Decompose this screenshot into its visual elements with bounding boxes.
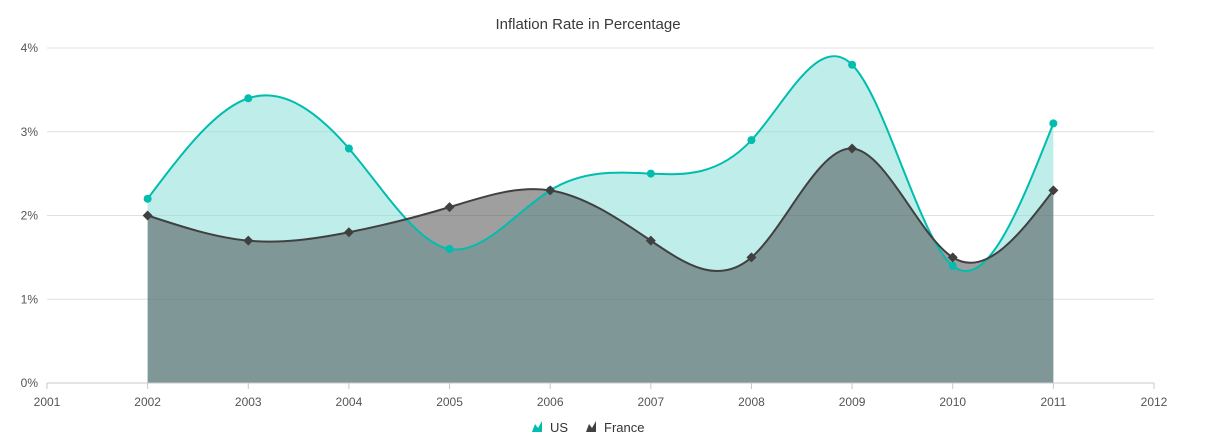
data-point[interactable] bbox=[444, 202, 455, 213]
y-tick-label: 1% bbox=[21, 292, 39, 306]
data-point[interactable] bbox=[646, 169, 655, 178]
series-line-france bbox=[147, 147, 1055, 273]
area-series-icon bbox=[586, 421, 596, 432]
series-markers bbox=[142, 60, 1059, 270]
legend-label: US bbox=[550, 420, 568, 435]
x-tick-label: 2008 bbox=[738, 395, 765, 409]
x-tick-label: 2001 bbox=[34, 395, 61, 409]
x-tick-label: 2011 bbox=[1040, 395, 1066, 409]
data-point[interactable] bbox=[947, 252, 958, 263]
data-point[interactable] bbox=[747, 136, 756, 145]
x-tick-label: 2003 bbox=[235, 395, 262, 409]
data-point[interactable] bbox=[143, 194, 152, 203]
axes: 0% 1% 2% 3% 4% 2001 2002 2003 2004 2005 2006 2007 20… bbox=[21, 41, 1168, 409]
y-tick-label: 4% bbox=[21, 41, 39, 55]
data-point[interactable] bbox=[243, 235, 254, 246]
data-point[interactable] bbox=[344, 144, 353, 153]
legend-item-france[interactable]: France bbox=[586, 420, 644, 435]
data-point[interactable] bbox=[1049, 119, 1058, 128]
area-series-icon bbox=[532, 421, 542, 432]
data-point[interactable] bbox=[948, 261, 957, 270]
data-point[interactable] bbox=[244, 94, 253, 103]
y-tick-label: 2% bbox=[21, 209, 39, 223]
legend[interactable]: US France bbox=[532, 420, 644, 435]
series-area-france bbox=[147, 148, 1054, 383]
series-lines bbox=[146, 55, 1055, 273]
x-tick-label: 2010 bbox=[939, 395, 966, 409]
y-tick-label: 3% bbox=[21, 125, 39, 139]
series-line-us bbox=[146, 55, 1055, 273]
x-tick-label: 2004 bbox=[336, 395, 363, 409]
data-point[interactable] bbox=[445, 245, 454, 253]
x-tick-label: 2006 bbox=[537, 395, 564, 409]
legend-label: France bbox=[604, 420, 644, 435]
data-point[interactable] bbox=[343, 227, 354, 238]
data-point[interactable] bbox=[847, 143, 858, 154]
data-point[interactable] bbox=[142, 210, 153, 221]
x-tick-label: 2012 bbox=[1141, 395, 1168, 409]
x-tick-label: 2002 bbox=[134, 395, 161, 409]
data-point[interactable] bbox=[645, 235, 656, 246]
y-tick-label: 0% bbox=[21, 376, 39, 390]
data-point[interactable] bbox=[545, 185, 556, 196]
legend-item-us[interactable]: US bbox=[532, 420, 568, 435]
data-point[interactable] bbox=[746, 252, 757, 263]
data-point[interactable] bbox=[848, 60, 857, 69]
x-tick-label: 2007 bbox=[637, 395, 664, 409]
series-areas bbox=[147, 56, 1054, 383]
x-tick-label: 2005 bbox=[436, 395, 463, 409]
x-tick-label: 2009 bbox=[839, 395, 866, 409]
chart-title: Inflation Rate in Percentage bbox=[495, 16, 680, 33]
data-point[interactable] bbox=[1048, 185, 1059, 196]
